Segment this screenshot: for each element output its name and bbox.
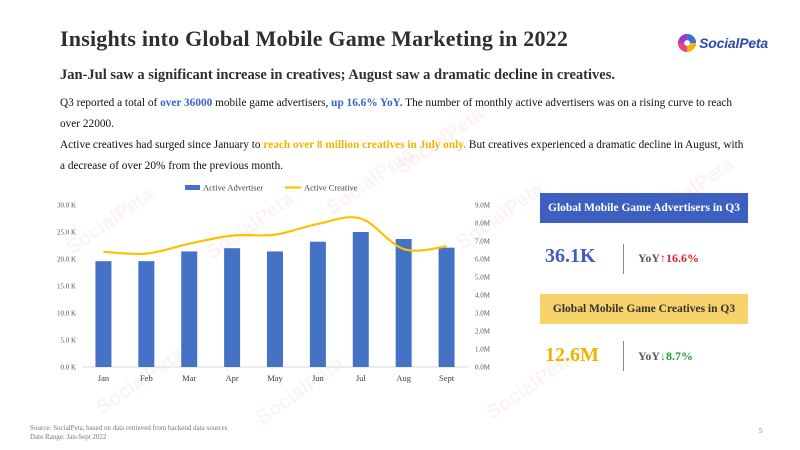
- text-run: mobile game advertisers,: [212, 97, 332, 109]
- yoy-prefix: YoY: [638, 349, 661, 363]
- date-range-note: Date Range: Jan-Sept 2022: [30, 433, 107, 441]
- y-left-tick-label: 15.0 K: [57, 283, 76, 291]
- yoy-prefix: YoY: [638, 251, 661, 265]
- text-run: Q3 reported a total of: [60, 97, 161, 109]
- creatives-yoy: YoY↓8.7%: [638, 349, 693, 364]
- bar-active-advertiser: [138, 261, 155, 367]
- highlight-text: up 16.6% YoY.: [331, 97, 403, 109]
- highlight-text: over 36000: [160, 97, 213, 109]
- bar-active-advertiser: [181, 251, 198, 367]
- combo-chart: 0.0 K 5.0 K 10.0 K 15.0 K 20.0 K 25.0 K 30.0 K…: [57, 183, 491, 384]
- y-right-tick-label: 7.0M: [475, 238, 491, 246]
- advertisers-card-title: Global Mobile Game Advertisers in Q3: [540, 193, 748, 223]
- bar-active-advertiser: [224, 248, 241, 367]
- y-right-tick-label: 2.0M: [475, 328, 491, 336]
- line-active-creative: [103, 216, 447, 256]
- subtitle: Jan-Jul saw a significant increase in cr…: [60, 67, 615, 83]
- x-tick-label: Mar: [182, 373, 196, 383]
- bar-active-advertiser: [95, 261, 112, 367]
- highlight-text: reach over 8 million creatives in July o…: [263, 139, 467, 151]
- text-run: The number of monthly active advertisers…: [60, 97, 733, 130]
- y-right-tick-label: 4.0M: [475, 292, 491, 300]
- divider: [623, 244, 624, 274]
- logo-text: SocialPeta: [699, 35, 768, 51]
- y-right-tick-label: 8.0M: [475, 220, 491, 228]
- x-tick-label: Apr: [225, 373, 238, 383]
- legend-label-advertiser: Active Advertiser: [203, 183, 263, 193]
- socialpeta-logo-icon: [678, 33, 697, 53]
- yoy-value: 8.7%: [666, 349, 694, 363]
- x-tick-label: Sept: [439, 373, 455, 383]
- paragraph-advertisers: Q3 reported a total of over 36000 mobile…: [60, 93, 750, 135]
- creatives-card-title: Global Mobile Game Creatives in Q3: [540, 294, 748, 324]
- creatives-total-value: 12.6M: [545, 344, 599, 366]
- bar-active-advertiser: [352, 232, 369, 367]
- x-tick-label: Aug: [396, 373, 411, 383]
- page-number: 5: [759, 427, 763, 435]
- x-tick-label: Jan: [98, 373, 110, 383]
- y-right-tick-label: 9.0M: [475, 202, 491, 210]
- brand-logo: SocialPeta: [678, 30, 768, 56]
- y-left-tick-label: 0.0 K: [60, 364, 76, 372]
- y-left-tick-label: 5.0 K: [60, 337, 76, 345]
- y-right-tick-label: 6.0M: [475, 256, 491, 264]
- y-left-tick-label: 10.0 K: [57, 310, 76, 318]
- down-arrow-icon: ↓: [660, 349, 667, 363]
- y-right-tick-label: 1.0M: [475, 346, 491, 354]
- x-tick-label: Jun: [312, 373, 325, 383]
- advertisers-total-value: 36.1K: [545, 245, 596, 267]
- y-left-tick-label: 20.0 K: [57, 256, 76, 264]
- advertisers-yoy: YoY↑16.6%: [638, 251, 699, 266]
- x-tick-label: May: [267, 373, 283, 383]
- yoy-value: 16.6%: [666, 251, 700, 265]
- bar-active-advertiser: [267, 251, 283, 367]
- source-note: Source: SocialPeta, based on data retrie…: [30, 424, 228, 432]
- bar-active-advertiser: [438, 247, 455, 367]
- text-run: But creatives experienced a dramatic dec…: [60, 139, 744, 172]
- y-left-tick-label: 25.0 K: [57, 229, 76, 237]
- page-title: Insights into Global Mobile Game Marketi…: [60, 26, 569, 51]
- y-left-tick-label: 30.0 K: [57, 202, 76, 210]
- footer-source: Source: SocialPeta, based on data retrie…: [30, 424, 227, 442]
- legend-label-creative: Active Creative: [304, 183, 358, 193]
- legend-swatch-advertiser: [185, 185, 200, 190]
- y-right-tick-label: 5.0M: [475, 274, 491, 282]
- paragraph-creatives: Active creatives had surged since Januar…: [60, 135, 750, 177]
- divider: [623, 341, 624, 371]
- bar-active-advertiser: [309, 241, 326, 367]
- y-right-tick-label: 3.0M: [475, 310, 491, 318]
- y-right-tick-label: 0.0M: [475, 364, 491, 372]
- x-tick-label: Feb: [140, 373, 153, 383]
- up-arrow-icon: ↑: [660, 251, 667, 265]
- x-tick-label: Jul: [356, 373, 367, 383]
- bar-active-advertiser: [395, 239, 412, 367]
- text-run: Active creatives had surged since Januar…: [60, 139, 264, 151]
